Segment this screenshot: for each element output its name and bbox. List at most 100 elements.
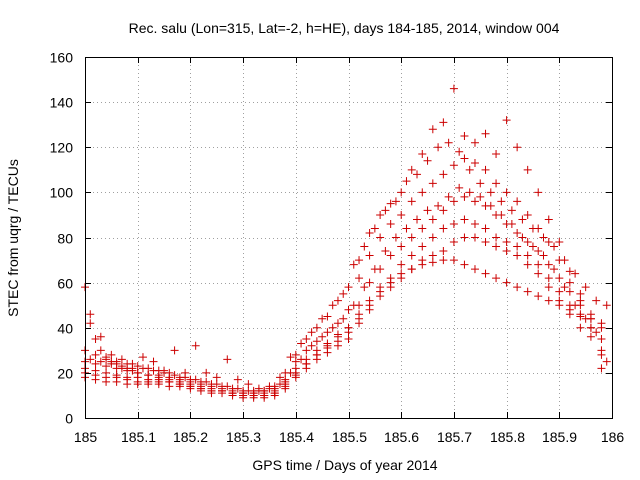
data-point: [244, 386, 253, 395]
data-point: [160, 366, 169, 375]
data-point: [123, 375, 132, 384]
y-tick-labels: 0 20 40 60 80 100 120 140 160: [50, 50, 74, 427]
data-point: [223, 382, 232, 391]
data-point: [597, 364, 606, 373]
data-point: [407, 197, 416, 206]
data-point: [470, 197, 479, 206]
data-point: [534, 269, 543, 278]
data-point: [128, 364, 137, 373]
data-point: [502, 188, 511, 197]
data-point: [428, 233, 437, 242]
data-point: [470, 219, 479, 228]
data-point: [96, 332, 105, 341]
x-tick-label: 185.5: [332, 429, 367, 445]
data-point: [513, 283, 522, 292]
data-point: [355, 256, 364, 265]
data-point: [344, 335, 353, 344]
data-point: [402, 177, 411, 186]
data-point: [418, 150, 427, 159]
data-point: [439, 256, 448, 265]
data-point: [275, 373, 284, 382]
data-point: [386, 199, 395, 208]
data-point: [518, 215, 527, 224]
data-point: [281, 382, 290, 391]
data-point: [365, 251, 374, 260]
data-point: [460, 192, 469, 201]
data-point: [581, 314, 590, 323]
data-point: [565, 278, 574, 287]
data-point: [560, 283, 569, 292]
data-point: [539, 233, 548, 242]
data-point: [233, 384, 242, 393]
data-point: [465, 165, 474, 174]
data-point: [112, 373, 121, 382]
data-point: [228, 389, 237, 398]
data-point: [565, 287, 574, 296]
data-point: [386, 274, 395, 283]
data-point: [312, 350, 321, 359]
data-point: [449, 256, 458, 265]
data-point: [470, 265, 479, 274]
data-point: [365, 228, 374, 237]
x-tick-label: 186: [601, 429, 625, 445]
data-point: [328, 323, 337, 332]
data-point: [476, 192, 485, 201]
data-point: [555, 238, 564, 247]
data-point: [302, 359, 311, 368]
data-point: [428, 258, 437, 267]
data-point: [550, 265, 559, 274]
data-point: [449, 161, 458, 170]
data-point: [544, 238, 553, 247]
data-point: [86, 310, 95, 319]
data-point: [497, 210, 506, 219]
data-point: [233, 375, 242, 384]
data-point: [550, 242, 559, 251]
data-point: [333, 332, 342, 341]
data-point: [265, 382, 274, 391]
data-point: [186, 382, 195, 391]
data-point: [486, 188, 495, 197]
data-point: [286, 353, 295, 362]
data-point: [523, 287, 532, 296]
data-point: [344, 305, 353, 314]
data-point: [218, 386, 227, 395]
data-point: [465, 188, 474, 197]
data-point: [402, 224, 411, 233]
y-tick-label: 100: [50, 185, 74, 201]
data-point: [513, 228, 522, 237]
data-point: [492, 150, 501, 159]
data-point: [212, 380, 221, 389]
data-point: [523, 210, 532, 219]
data-point: [602, 301, 611, 310]
data-point: [544, 260, 553, 269]
data-point: [523, 260, 532, 269]
data-point: [534, 188, 543, 197]
data-point: [91, 359, 100, 368]
data-point: [449, 219, 458, 228]
data-point: [418, 260, 427, 269]
data-point: [513, 143, 522, 152]
data-point: [144, 371, 153, 380]
data-point: [397, 269, 406, 278]
x-tick-label: 185.2: [173, 429, 208, 445]
data-point: [86, 319, 95, 328]
data-point: [439, 170, 448, 179]
data-point: [133, 368, 142, 377]
data-point: [539, 251, 548, 260]
data-point: [460, 131, 469, 140]
x-tick-label: 185.7: [437, 429, 472, 445]
data-point: [413, 215, 422, 224]
data-point: [154, 377, 163, 386]
data-point: [502, 278, 511, 287]
data-point: [565, 267, 574, 276]
data-point: [481, 269, 490, 278]
data-point: [470, 233, 479, 242]
data-point: [481, 129, 490, 138]
data-point: [423, 156, 432, 165]
data-point: [138, 353, 147, 362]
data-point: [407, 233, 416, 242]
data-point: [418, 224, 427, 233]
series-arc2: [81, 154, 606, 395]
data-point: [523, 165, 532, 174]
